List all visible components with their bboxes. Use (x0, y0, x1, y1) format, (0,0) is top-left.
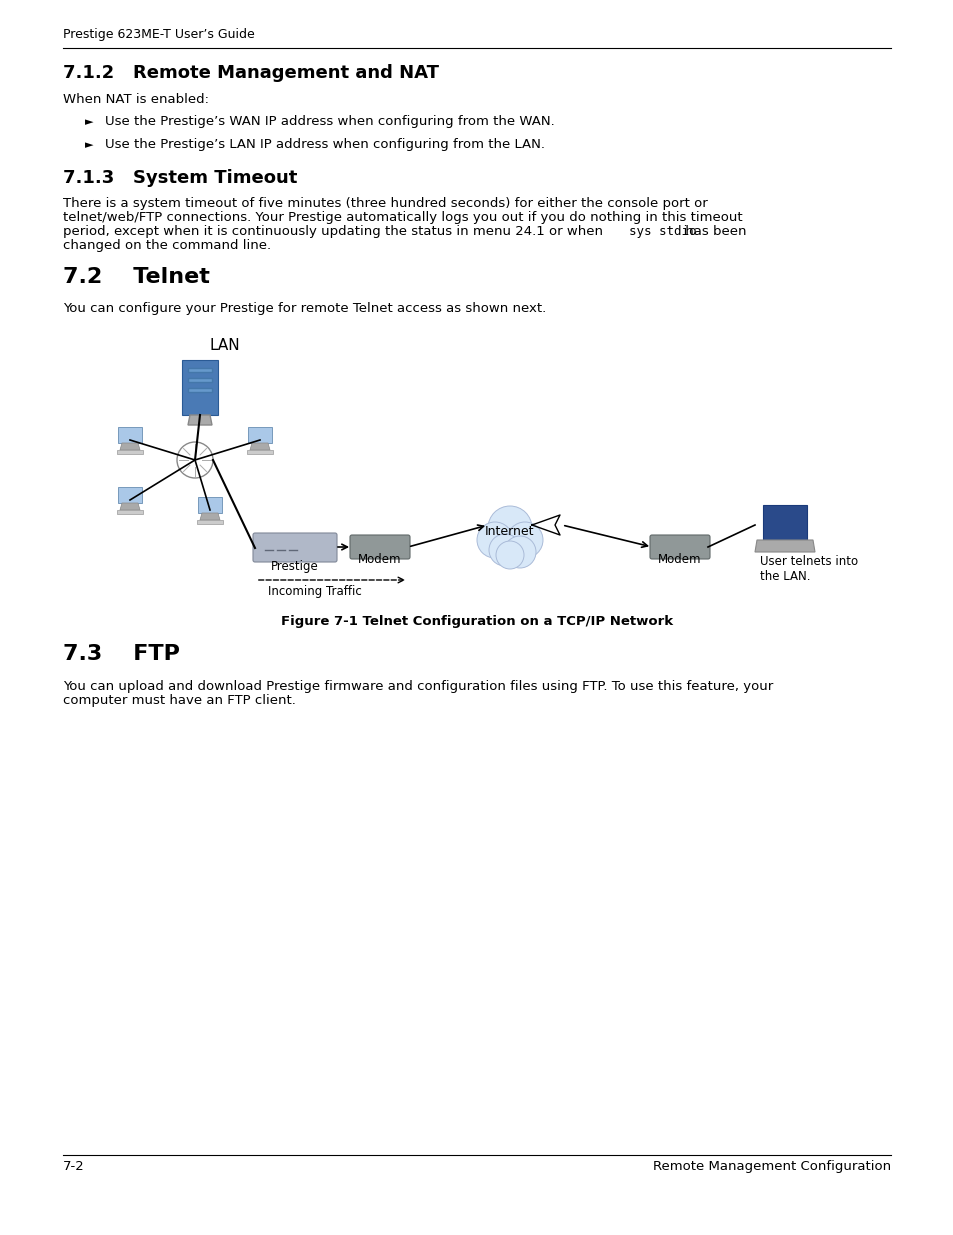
Text: ►: ► (85, 140, 93, 149)
Text: Use the Prestige’s WAN IP address when configuring from the WAN.: Use the Prestige’s WAN IP address when c… (105, 115, 554, 128)
Text: 7.1.3   System Timeout: 7.1.3 System Timeout (63, 169, 297, 186)
Polygon shape (200, 513, 220, 520)
FancyBboxPatch shape (253, 534, 336, 562)
Text: changed on the command line.: changed on the command line. (63, 240, 271, 252)
Circle shape (488, 506, 532, 550)
Text: You can upload and download Prestige firmware and configuration files using FTP.: You can upload and download Prestige fir… (63, 680, 773, 693)
Text: Remote Management Configuration: Remote Management Configuration (652, 1160, 890, 1173)
Polygon shape (247, 450, 273, 454)
Polygon shape (188, 415, 212, 425)
FancyBboxPatch shape (649, 535, 709, 559)
Text: User telnets into: User telnets into (760, 555, 858, 568)
Polygon shape (188, 378, 212, 382)
Text: You can configure your Prestige for remote Telnet access as shown next.: You can configure your Prestige for remo… (63, 303, 546, 315)
Circle shape (177, 442, 213, 478)
Text: LAN: LAN (210, 338, 240, 353)
Text: sys stdio: sys stdio (628, 225, 696, 238)
Circle shape (503, 536, 536, 568)
Text: Modem: Modem (358, 553, 401, 566)
Polygon shape (117, 450, 143, 454)
Polygon shape (120, 443, 140, 450)
Text: Internet: Internet (485, 525, 535, 538)
Polygon shape (762, 505, 806, 540)
Text: Prestige: Prestige (271, 559, 318, 573)
Polygon shape (117, 510, 143, 514)
Text: computer must have an FTP client.: computer must have an FTP client. (63, 694, 295, 706)
Polygon shape (754, 540, 814, 552)
Polygon shape (118, 487, 142, 503)
Text: When NAT is enabled:: When NAT is enabled: (63, 93, 209, 106)
Text: 7.1.2   Remote Management and NAT: 7.1.2 Remote Management and NAT (63, 64, 438, 82)
Text: Modem: Modem (658, 553, 701, 566)
Text: Use the Prestige’s LAN IP address when configuring from the LAN.: Use the Prestige’s LAN IP address when c… (105, 138, 544, 151)
Text: Incoming Traffic: Incoming Traffic (268, 585, 361, 598)
Polygon shape (250, 443, 270, 450)
FancyBboxPatch shape (350, 535, 410, 559)
Text: 7.3    FTP: 7.3 FTP (63, 643, 180, 664)
Circle shape (476, 522, 513, 558)
Text: 7-2: 7-2 (63, 1160, 85, 1173)
Polygon shape (188, 388, 212, 391)
Text: Figure 7-1 Telnet Configuration on a TCP/IP Network: Figure 7-1 Telnet Configuration on a TCP… (280, 615, 673, 629)
Text: period, except when it is continuously updating the status in menu 24.1 or when: period, except when it is continuously u… (63, 225, 602, 238)
Polygon shape (182, 359, 218, 415)
Text: has been: has been (680, 225, 745, 238)
Polygon shape (120, 503, 140, 510)
Text: the LAN.: the LAN. (760, 571, 810, 583)
Circle shape (506, 522, 542, 558)
Text: Prestige 623ME-T User’s Guide: Prestige 623ME-T User’s Guide (63, 28, 254, 41)
Circle shape (496, 541, 523, 569)
Text: ►: ► (85, 117, 93, 127)
Polygon shape (188, 368, 212, 372)
Polygon shape (248, 427, 272, 443)
Text: There is a system timeout of five minutes (three hundred seconds) for either the: There is a system timeout of five minute… (63, 198, 707, 210)
Circle shape (489, 534, 520, 566)
Text: telnet/web/FTP connections. Your Prestige automatically logs you out if you do n: telnet/web/FTP connections. Your Prestig… (63, 211, 741, 224)
Polygon shape (198, 496, 222, 513)
Text: 7.2    Telnet: 7.2 Telnet (63, 267, 210, 287)
Polygon shape (196, 520, 223, 524)
Polygon shape (118, 427, 142, 443)
